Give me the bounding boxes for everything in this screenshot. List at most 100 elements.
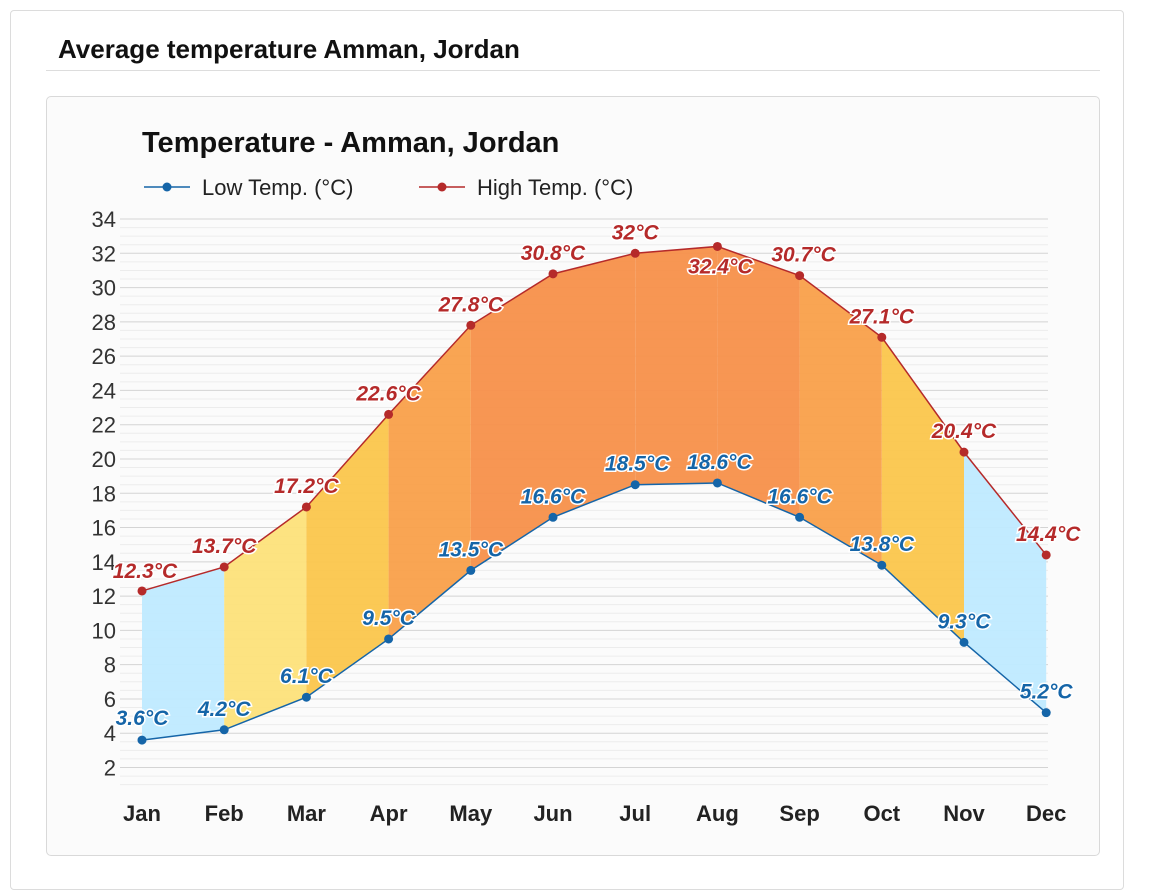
low-temp-point — [1041, 708, 1051, 718]
low-temp-point — [959, 637, 969, 647]
x-tick-label: Dec — [1026, 801, 1066, 826]
legend-high-marker — [437, 182, 447, 192]
x-tick-label: May — [449, 801, 493, 826]
legend-low-marker — [162, 182, 172, 192]
legend-high-label: High Temp. (°C) — [477, 175, 633, 200]
low-temp-point — [137, 735, 147, 745]
y-tick-label: 26 — [92, 344, 116, 369]
low-temp-label: 9.5°C — [362, 607, 416, 630]
high-temp-label: 32.4°C — [688, 255, 753, 278]
y-tick-label: 30 — [92, 276, 116, 301]
y-tick-label: 14 — [92, 550, 116, 575]
low-temp-point — [795, 512, 805, 522]
low-temp-point — [712, 478, 722, 488]
x-tick-label: Aug — [696, 801, 739, 826]
low-temp-label: 18.5°C — [605, 453, 670, 476]
high-temp-point — [548, 269, 558, 279]
legend-low-label: Low Temp. (°C) — [202, 175, 353, 200]
x-tick-label: Jan — [123, 801, 161, 826]
legend-item-low[interactable]: Low Temp. (°C) — [144, 175, 353, 200]
low-temp-label: 4.2°C — [197, 698, 252, 721]
high-temp-point — [466, 320, 476, 330]
low-temp-label: 6.1°C — [280, 665, 334, 688]
low-temp-point — [548, 512, 558, 522]
y-tick-label: 20 — [92, 447, 116, 472]
x-tick-label: Nov — [943, 801, 985, 826]
legend: Low Temp. (°C) High Temp. (°C) — [144, 175, 633, 200]
low-temp-label: 16.6°C — [521, 485, 586, 508]
high-temp-point — [959, 447, 969, 457]
y-tick-label: 10 — [92, 618, 116, 643]
high-temp-point — [712, 241, 722, 251]
temperature-band — [717, 246, 800, 518]
high-temp-label: 32°C — [612, 221, 660, 244]
y-tick-label: 34 — [92, 207, 116, 232]
low-temp-point — [877, 560, 887, 570]
high-temp-label: 22.6°C — [355, 382, 421, 405]
temperature-band — [553, 253, 636, 518]
data-points — [137, 241, 1051, 745]
high-temp-label: 13.7°C — [192, 535, 257, 558]
y-tick-label: 12 — [92, 584, 116, 609]
low-temp-line — [141, 482, 1047, 741]
high-temp-point — [384, 409, 394, 419]
high-temp-label: 20.4°C — [931, 420, 997, 443]
high-temp-point — [301, 502, 311, 512]
low-temp-label: 13.8°C — [850, 533, 915, 556]
y-tick-label: 28 — [92, 310, 116, 335]
high-temp-label: 27.8°C — [438, 293, 504, 316]
y-tick-label: 22 — [92, 413, 116, 438]
y-tick-label: 32 — [92, 241, 116, 266]
high-temp-point — [795, 271, 805, 281]
low-temp-label: 18.6°C — [687, 451, 752, 474]
high-temp-point — [137, 586, 147, 596]
low-temp-label: 13.5°C — [439, 538, 504, 561]
temperature-bands — [142, 246, 1047, 741]
temperature-band — [799, 275, 882, 566]
high-temp-line — [141, 245, 1047, 592]
legend-item-high[interactable]: High Temp. (°C) — [419, 175, 633, 200]
high-temp-label: 12.3°C — [113, 560, 178, 583]
x-axis-ticks: Jan Feb Mar Apr May Jun Jul Aug Sep Oct Nov Dec — [123, 801, 1066, 826]
low-temp-point — [301, 692, 311, 702]
low-temp-point — [466, 565, 476, 575]
temperature-band — [142, 566, 225, 741]
temperature-band — [224, 506, 307, 730]
temperature-band — [964, 452, 1047, 713]
high-temp-label: 30.8°C — [521, 242, 586, 265]
y-tick-label: 4 — [104, 721, 116, 746]
x-tick-label: Jul — [619, 801, 651, 826]
low-temp-point — [219, 725, 229, 735]
x-tick-label: Feb — [205, 801, 244, 826]
x-tick-label: Apr — [370, 801, 408, 826]
high-temp-label: 30.7°C — [771, 244, 836, 267]
temperature-band — [306, 414, 389, 698]
y-tick-label: 6 — [104, 687, 116, 712]
high-temp-point — [630, 248, 640, 258]
low-temp-label: 3.6°C — [116, 707, 170, 730]
high-temp-point — [877, 332, 887, 342]
title-divider — [46, 70, 1100, 71]
high-temp-label: 17.2°C — [274, 475, 339, 498]
high-temp-point — [1041, 550, 1051, 560]
chart-title: Temperature - Amman, Jordan — [142, 127, 559, 159]
high-temp-label: 27.1°C — [849, 305, 915, 328]
low-temp-label: 5.2°C — [1020, 681, 1074, 704]
y-tick-label: 18 — [92, 481, 116, 506]
y-tick-label: 8 — [104, 653, 116, 678]
high-temp-point — [219, 562, 229, 572]
y-tick-label: 2 — [104, 756, 116, 781]
x-tick-label: Sep — [779, 801, 819, 826]
temperature-band — [881, 337, 964, 643]
y-tick-label: 24 — [92, 378, 116, 403]
series-lines — [141, 245, 1047, 741]
y-tick-label: 16 — [92, 516, 116, 541]
low-temp-point — [630, 480, 640, 490]
x-tick-label: Mar — [287, 801, 327, 826]
data-labels: 12.3°C 13.7°C 17.2°C 22.6°C 27.8°C 30.8°C 32°C… — [111, 220, 1082, 732]
low-temp-label: 16.6°C — [767, 485, 832, 508]
temperature-band — [470, 273, 553, 571]
page-title: Average temperature Amman, Jordan — [58, 34, 520, 64]
